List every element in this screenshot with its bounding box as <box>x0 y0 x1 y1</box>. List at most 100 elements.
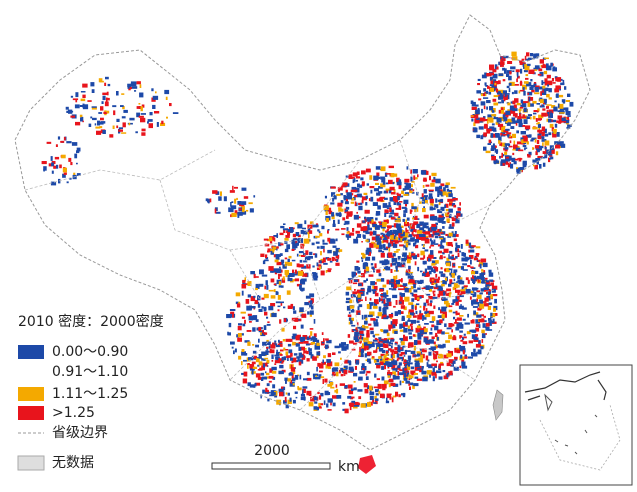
patch <box>350 320 353 325</box>
patch <box>292 273 298 276</box>
patch <box>76 150 80 154</box>
patch <box>366 304 370 309</box>
patch <box>214 207 218 211</box>
patch <box>152 104 156 109</box>
patch <box>267 398 270 402</box>
patch <box>402 283 408 287</box>
patch <box>478 340 481 345</box>
patch <box>308 233 310 239</box>
patch <box>365 202 368 206</box>
patch <box>489 76 493 81</box>
patch <box>332 370 335 375</box>
patch <box>284 396 287 402</box>
patch <box>421 348 427 353</box>
patch <box>342 408 345 411</box>
patch <box>451 254 454 257</box>
patch <box>396 192 399 195</box>
patch <box>338 369 342 374</box>
patch <box>414 340 418 345</box>
patch <box>435 198 438 203</box>
patch <box>363 192 368 195</box>
patch <box>514 114 517 118</box>
patch <box>335 247 340 253</box>
patch <box>359 327 364 331</box>
patch <box>492 73 498 79</box>
patch <box>260 253 265 257</box>
patch <box>253 307 256 310</box>
patch <box>441 245 444 249</box>
patch <box>449 272 453 276</box>
patch <box>314 345 320 350</box>
patch <box>360 348 365 353</box>
patch <box>488 91 492 95</box>
patch <box>357 312 361 315</box>
patch <box>309 251 313 256</box>
patch <box>375 389 379 393</box>
patch <box>440 273 446 277</box>
patch <box>360 177 364 181</box>
patch <box>264 285 267 290</box>
patch <box>207 199 210 204</box>
patch <box>506 114 509 118</box>
patch <box>316 262 319 267</box>
patch <box>319 266 322 270</box>
patch <box>266 323 271 326</box>
patch <box>448 193 453 198</box>
patch <box>486 100 491 104</box>
patch <box>524 147 528 149</box>
patch <box>434 325 439 331</box>
patch <box>445 262 451 267</box>
patch <box>227 331 229 336</box>
patch <box>349 340 354 344</box>
patch <box>312 373 319 377</box>
patch <box>476 90 481 94</box>
patch <box>288 255 292 259</box>
patch <box>354 201 357 207</box>
patch <box>498 96 503 100</box>
patch <box>565 107 569 112</box>
patch <box>474 292 477 297</box>
patch <box>541 104 544 108</box>
patch <box>346 297 351 301</box>
patch <box>441 314 445 319</box>
patch <box>554 88 560 93</box>
patch <box>483 320 487 323</box>
patch <box>382 228 385 232</box>
patch <box>285 392 288 395</box>
patch <box>318 374 322 378</box>
patch <box>433 243 439 245</box>
patch <box>419 201 422 204</box>
patch <box>425 308 428 312</box>
patch <box>323 262 328 265</box>
patch <box>505 128 510 131</box>
patch <box>276 349 278 354</box>
patch <box>62 173 66 178</box>
patch <box>257 303 261 308</box>
patch <box>418 324 421 327</box>
patch <box>349 299 353 304</box>
patch <box>65 106 69 110</box>
patch <box>383 299 386 304</box>
patch <box>440 237 446 243</box>
patch <box>501 100 504 104</box>
patch <box>306 371 310 376</box>
patch <box>294 391 298 394</box>
patch <box>481 108 483 114</box>
patch <box>348 174 353 179</box>
patch <box>494 145 497 148</box>
patch <box>524 125 531 130</box>
patch <box>102 130 106 134</box>
patch <box>271 359 274 362</box>
patch <box>526 82 532 87</box>
patch <box>242 207 245 213</box>
patch <box>369 297 372 301</box>
patch <box>516 103 521 106</box>
patch <box>260 330 262 336</box>
patch <box>82 120 84 123</box>
patch <box>389 280 395 285</box>
patch <box>103 111 108 114</box>
patch <box>237 201 242 205</box>
patch <box>392 319 398 324</box>
patch <box>351 348 356 351</box>
patch <box>456 323 461 329</box>
